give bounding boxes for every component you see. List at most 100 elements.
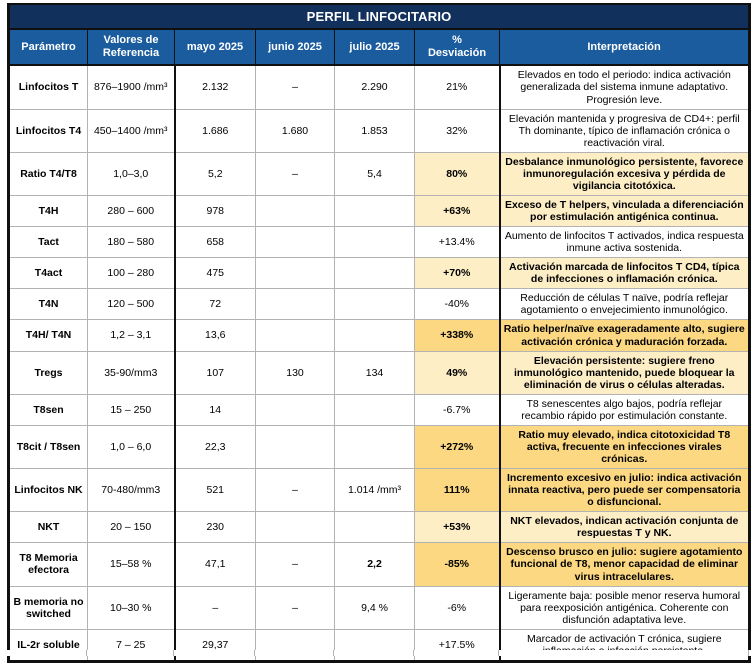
param-cell: T8sen <box>8 393 88 426</box>
param-cell: Linfocitos T4 <box>8 108 88 153</box>
title-row: PERFIL LINFOCITARIO <box>8 4 750 30</box>
bottom-column-line-stubs <box>7 650 751 656</box>
table-row-nkt: NKT 20 – 150 230 +53% NKT elevados, indi… <box>8 511 751 544</box>
value-julio-cell <box>334 424 415 470</box>
value-mayo-cell: 230 <box>174 511 256 544</box>
value-julio-cell: 2,2 <box>334 542 415 587</box>
deviation-cell: 111% <box>414 468 500 513</box>
value-junio-cell <box>255 288 335 321</box>
value-junio-cell <box>255 226 335 259</box>
value-julio-cell <box>334 257 415 290</box>
reference-range-cell: 180 – 580 <box>87 226 176 259</box>
value-mayo-cell: 107 <box>174 350 256 395</box>
param-cell: T8cit / T8sen <box>8 424 88 470</box>
column-header-julio-2025: julio 2025 <box>334 28 415 67</box>
value-mayo-cell: 13,6 <box>174 319 256 352</box>
table-row-t8cit-t8sen: T8cit / T8sen 1,0 – 6,0 22,3 +272% Ratio… <box>8 424 751 470</box>
deviation-cell: +53% <box>414 511 500 544</box>
perfil-linfocitario-table: PERFIL LINFOCITARIO Parámetro Valores de… <box>7 3 752 663</box>
interpretation-cell: Elevación persistente: sugiere freno inm… <box>498 350 751 395</box>
value-junio-cell <box>255 393 335 426</box>
param-cell: Linfocitos T <box>8 64 88 110</box>
value-junio-cell: – <box>255 64 335 110</box>
reference-range-cell: 1,0 – 6,0 <box>87 424 176 470</box>
deviation-cell: 21% <box>414 64 500 110</box>
column-header-parametro: Parámetro <box>8 28 88 67</box>
value-julio-cell <box>334 226 415 259</box>
interpretation-cell: Exceso de T helpers, vinculada a diferen… <box>498 194 751 228</box>
deviation-cell: +70% <box>414 257 500 290</box>
value-junio-cell <box>255 511 335 544</box>
value-julio-cell: 134 <box>334 350 415 395</box>
param-cell: IL-2r soluble <box>8 628 88 662</box>
interpretation-cell: Marcador de activación T crónica, sugier… <box>498 628 751 662</box>
param-cell: Linfocitos NK <box>8 468 88 513</box>
value-julio-cell <box>334 511 415 544</box>
value-junio-cell <box>255 628 335 662</box>
deviation-cell: +272% <box>414 424 500 470</box>
table-row-t4h: T4H 280 – 600 978 +63% Exceso de T helpe… <box>8 194 751 228</box>
reference-range-cell: 7 – 25 <box>87 628 176 662</box>
value-mayo-cell: 5,2 <box>174 151 256 196</box>
header-row: Parámetro Valores de Referencia mayo 202… <box>8 28 751 67</box>
param-cell: NKT <box>8 511 88 544</box>
column-header-desviacion: % Desviación <box>414 28 500 67</box>
reference-range-cell: 20 – 150 <box>87 511 176 544</box>
table-row-b-memoria-no-switched: B memoria no switched 10–30 % – – 9,4 % … <box>8 585 751 630</box>
interpretation-cell: Incremento excesivo en julio: indica act… <box>498 468 751 513</box>
table-row-linfocitos-t4: Linfocitos T4 450–1400 /mm³ 1.686 1.680 … <box>8 108 751 153</box>
deviation-cell: +63% <box>414 194 500 228</box>
reference-range-cell: 1,2 – 3,1 <box>87 319 176 352</box>
value-julio-cell: 2.290 <box>334 64 415 110</box>
value-junio-cell <box>255 257 335 290</box>
value-junio-cell <box>255 424 335 470</box>
table-row-tact: Tact 180 – 580 658 +13.4% Aumento de lin… <box>8 226 751 259</box>
param-cell: B memoria no switched <box>8 585 88 630</box>
reference-range-cell: 120 – 500 <box>87 288 176 321</box>
table-row-t4act: T4act 100 – 280 475 +70% Activación marc… <box>8 257 751 290</box>
deviation-cell: -6% <box>414 585 500 630</box>
value-julio-cell: 5,4 <box>334 151 415 196</box>
interpretation-cell: Ratio helper/naïve exageradamente alto, … <box>498 319 751 352</box>
column-header-junio-2025: junio 2025 <box>255 28 335 67</box>
param-cell: T4H <box>8 194 88 228</box>
table-row-t8-memoria-efectora: T8 Memoria efectora 15–58 % 47,1 – 2,2 -… <box>8 542 751 587</box>
interpretation-cell: Elevados en todo el periodo: indica acti… <box>498 64 751 110</box>
reference-range-cell: 15–58 % <box>87 542 176 587</box>
reference-range-cell: 100 – 280 <box>87 257 176 290</box>
value-mayo-cell: 2.132 <box>174 64 256 110</box>
value-julio-cell <box>334 319 415 352</box>
value-mayo-cell: 978 <box>174 194 256 228</box>
table-row-tregs: Tregs 35-90/mm3 107 130 134 49% Elevació… <box>8 350 751 395</box>
value-junio-cell: – <box>255 468 335 513</box>
value-junio-cell <box>255 194 335 228</box>
deviation-cell: -85% <box>414 542 500 587</box>
table-row-t8sen: T8sen 15 – 250 14 -6.7% T8 senescentes a… <box>8 393 751 426</box>
value-mayo-cell: 1.686 <box>174 108 256 153</box>
value-junio-cell: 1.680 <box>255 108 335 153</box>
reference-range-cell: 450–1400 /mm³ <box>87 108 176 153</box>
reference-range-cell: 10–30 % <box>87 585 176 630</box>
value-julio-cell <box>334 393 415 426</box>
value-mayo-cell: – <box>174 585 256 630</box>
value-julio-cell: 1.853 <box>334 108 415 153</box>
column-header-valores-referencia: Valores de Referencia <box>87 28 175 67</box>
value-junio-cell <box>255 319 335 352</box>
interpretation-cell: Aumento de linfocitos T activados, indic… <box>498 226 751 259</box>
value-julio-cell <box>334 288 415 321</box>
table-row-ratio-t4-t8: Ratio T4/T8 1,0–3,0 5,2 – 5,4 80% Desbal… <box>8 151 751 196</box>
value-mayo-cell: 72 <box>174 288 256 321</box>
table-row-linfocitos-nk: Linfocitos NK 70-480/mm3 521 – 1.014 /mm… <box>8 468 751 513</box>
param-cell: Tact <box>8 226 88 259</box>
deviation-cell: 80% <box>414 151 500 196</box>
value-junio-cell: – <box>255 151 335 196</box>
interpretation-cell: Desbalance inmunológico persistente, fav… <box>498 151 751 196</box>
value-mayo-cell: 29,37 <box>174 628 256 662</box>
value-mayo-cell: 14 <box>174 393 256 426</box>
reference-range-cell: 15 – 250 <box>87 393 176 426</box>
param-cell: T4act <box>8 257 88 290</box>
interpretation-cell: NKT elevados, indican activación conjunt… <box>498 511 751 544</box>
value-julio-cell <box>334 628 415 662</box>
param-cell: Tregs <box>8 350 88 395</box>
